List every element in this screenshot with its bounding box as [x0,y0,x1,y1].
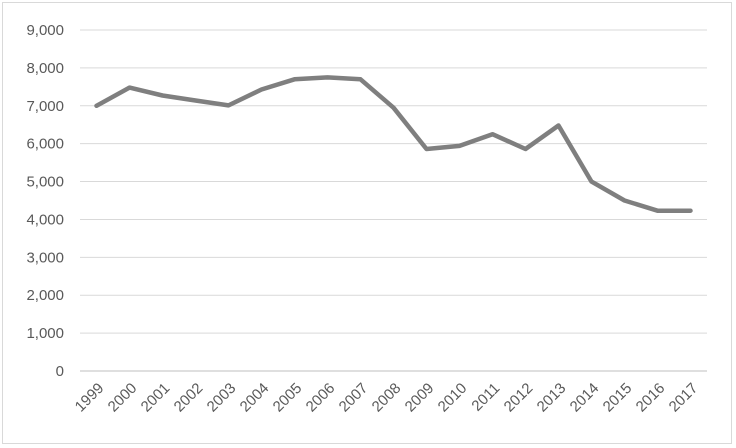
x-tick-label: 2015 [600,380,636,416]
y-tick-label: 9,000 [26,22,64,39]
x-tick-label: 2005 [270,380,306,416]
x-tick-label: 2009 [402,380,438,416]
y-tick-label: 1,000 [26,325,64,342]
chart-frame [2,2,732,444]
x-axis-tick-labels: 1999200020012002200320042005200620072008… [72,380,702,416]
x-tick-label: 2007 [336,380,372,416]
y-axis-tick-labels: 0 1,000 2,000 3,000 4,000 5,000 6,000 7,000 8,00… [26,22,64,380]
y-tick-label: 5,000 [26,174,64,191]
x-tick-label: 2003 [204,380,240,416]
y-tick-label: 0 [56,363,64,380]
x-tick-label: 2013 [534,380,570,416]
y-tick-label: 4,000 [26,211,64,228]
gridlines [80,29,707,372]
x-tick-label: 2017 [666,380,702,416]
x-tick-label: 2001 [138,380,174,416]
y-tick-label: 8,000 [26,60,64,77]
x-tick-label: 2012 [501,380,537,416]
x-tick-label: 2016 [633,380,669,416]
y-tick-label: 2,000 [26,287,64,304]
x-tick-label: 2008 [369,380,405,416]
y-tick-label: 3,000 [26,249,64,266]
x-tick-label: 2010 [435,380,471,416]
y-tick-label: 7,000 [26,98,64,115]
x-tick-label: 2000 [105,380,141,416]
y-tick-label: 6,000 [26,136,64,153]
x-tick-label: 2006 [303,380,339,416]
series-lines [94,75,693,213]
x-tick-label: 2011 [468,380,503,415]
x-tick-label: 2014 [567,380,603,416]
x-tick-label: 2002 [171,380,207,416]
x-tick-label: 1999 [72,380,108,416]
x-tick-label: 2004 [237,380,273,416]
